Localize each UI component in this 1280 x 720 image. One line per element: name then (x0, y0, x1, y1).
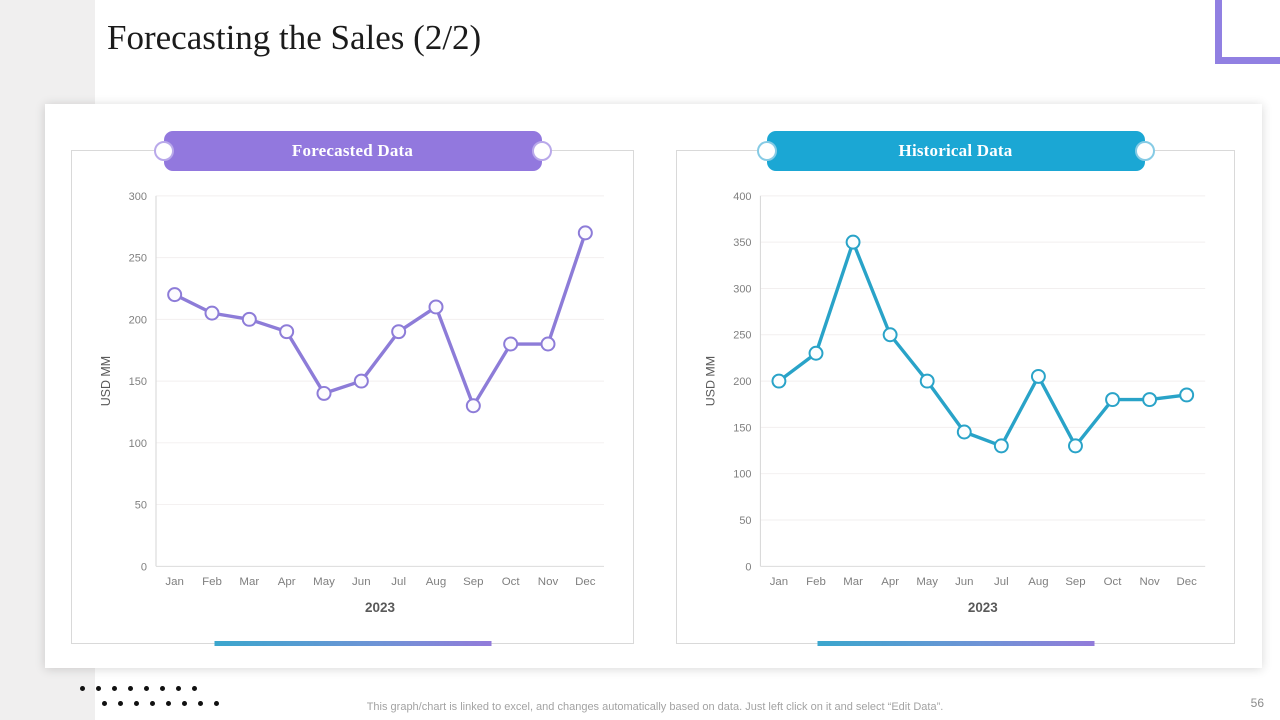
dots-row (80, 686, 219, 691)
svg-text:400: 400 (733, 191, 751, 203)
svg-text:2023: 2023 (968, 600, 998, 615)
dot (80, 686, 85, 691)
dot (128, 686, 133, 691)
dot (160, 686, 165, 691)
dots-row (102, 701, 219, 706)
svg-text:100: 100 (129, 438, 147, 450)
dot (166, 701, 171, 706)
page-title: Forecasting the Sales (2/2) (107, 18, 482, 57)
svg-text:Jun: Jun (955, 576, 973, 588)
svg-text:Aug: Aug (426, 576, 446, 588)
svg-text:Sep: Sep (463, 576, 483, 588)
svg-text:Dec: Dec (575, 576, 596, 588)
connector-circle-icon (531, 141, 552, 161)
decorative-dots (80, 686, 219, 706)
dot (150, 701, 155, 706)
svg-text:0: 0 (745, 561, 751, 573)
dot (134, 701, 139, 706)
svg-text:50: 50 (739, 515, 751, 527)
svg-text:Feb: Feb (202, 576, 222, 588)
forecasted-chart-panel: Forecasted Data 0 50 100 150 200 250 300 Jan Feb… (71, 131, 634, 646)
svg-text:Nov: Nov (1139, 576, 1160, 588)
forecasted-line-chart[interactable]: 0 50 100 150 200 250 300 Jan Feb Mar Apr May Jun Jul A… (72, 151, 633, 643)
dot (214, 701, 219, 706)
svg-text:May: May (313, 576, 335, 588)
svg-text:Oct: Oct (1104, 576, 1123, 588)
dot (112, 686, 117, 691)
dot (198, 701, 203, 706)
svg-text:350: 350 (733, 237, 751, 249)
svg-text:Mar: Mar (239, 576, 259, 588)
svg-text:250: 250 (129, 253, 147, 265)
svg-text:150: 150 (733, 422, 751, 434)
forecasted-data-header: Forecasted Data (153, 131, 552, 171)
svg-text:Oct: Oct (502, 576, 521, 588)
svg-text:2023: 2023 (365, 600, 395, 615)
dot (144, 686, 149, 691)
connector-circle-icon (756, 141, 777, 161)
historical-data-label: Historical Data (898, 141, 1013, 160)
historical-data-header: Historical Data (756, 131, 1155, 171)
svg-text:USD MM: USD MM (704, 356, 718, 406)
svg-text:Mar: Mar (843, 576, 863, 588)
dot (102, 701, 107, 706)
svg-text:0: 0 (141, 561, 147, 573)
dot (192, 686, 197, 691)
gradient-underline (817, 641, 1094, 646)
svg-text:Nov: Nov (538, 576, 559, 588)
svg-text:Jul: Jul (391, 576, 406, 588)
historical-chart-panel: Historical Data 0 50 100 150 200 250 300 350 400… (676, 131, 1235, 646)
svg-text:Dec: Dec (1177, 576, 1198, 588)
svg-text:Jan: Jan (770, 576, 788, 588)
svg-text:300: 300 (129, 191, 147, 203)
forecasted-data-label: Forecasted Data (291, 141, 414, 160)
svg-text:Apr: Apr (881, 576, 899, 588)
dot (96, 686, 101, 691)
corner-bracket-horizontal (1215, 57, 1280, 64)
svg-text:Feb: Feb (806, 576, 826, 588)
svg-text:200: 200 (733, 376, 751, 388)
dot (182, 701, 187, 706)
connector-circle-icon (1134, 141, 1155, 161)
gradient-underline (214, 641, 491, 646)
svg-text:Jun: Jun (352, 576, 371, 588)
svg-text:Jan: Jan (165, 576, 184, 588)
historical-line-chart[interactable]: 0 50 100 150 200 250 300 350 400 Jan Feb Mar Apr May J… (677, 151, 1234, 643)
svg-text:100: 100 (733, 469, 751, 481)
content-card: Forecasted Data 0 50 100 150 200 250 300 Jan Feb… (45, 104, 1262, 668)
svg-text:200: 200 (129, 314, 147, 326)
page-number: 56 (1250, 696, 1264, 710)
svg-text:USD MM: USD MM (99, 356, 113, 406)
connector-circle-icon (153, 141, 174, 161)
svg-text:Sep: Sep (1065, 576, 1085, 588)
svg-text:Jul: Jul (994, 576, 1009, 588)
footer-note: This graph/chart is linked to excel, and… (366, 701, 944, 713)
svg-text:300: 300 (733, 283, 751, 295)
dot (118, 701, 123, 706)
svg-text:May: May (916, 576, 938, 588)
svg-text:250: 250 (733, 330, 751, 342)
corner-bracket-vertical (1215, 0, 1222, 63)
svg-text:Apr: Apr (278, 576, 296, 588)
svg-text:150: 150 (129, 376, 147, 388)
dot (176, 686, 181, 691)
svg-text:50: 50 (135, 500, 147, 512)
svg-text:Aug: Aug (1028, 576, 1048, 588)
